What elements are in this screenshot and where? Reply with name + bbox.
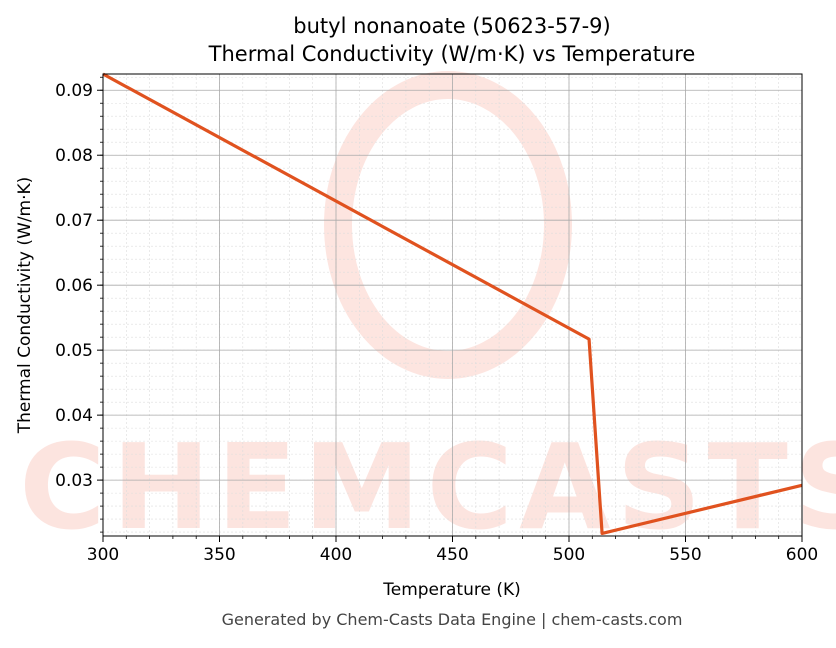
x-tick-label: 350 [203, 545, 235, 565]
x-tick-label: 550 [669, 545, 701, 565]
chart-title: butyl nonanoate (50623-57-9) [293, 14, 610, 38]
x-tick-label: 300 [87, 545, 119, 565]
footer-credit: Generated by Chem-Casts Data Engine | ch… [222, 610, 683, 629]
chart-subtitle: Thermal Conductivity (W/m·K) vs Temperat… [208, 42, 696, 66]
x-axis-label: Temperature (K) [382, 580, 521, 600]
x-tick-label: 450 [436, 545, 468, 565]
y-tick-label: 0.09 [55, 81, 93, 101]
y-tick-label: 0.03 [55, 471, 93, 491]
x-tick-label: 600 [786, 545, 818, 565]
watermark-ring [338, 85, 558, 365]
y-tick-label: 0.08 [55, 146, 93, 166]
x-tick-label: 400 [320, 545, 352, 565]
y-axis-label: Thermal Conductivity (W/m·K) [15, 177, 35, 435]
y-tick-label: 0.05 [55, 341, 93, 361]
y-tick-label: 0.07 [55, 211, 93, 231]
y-tick-label: 0.06 [55, 276, 93, 296]
x-tick-label: 500 [553, 545, 585, 565]
watermark-text: CHEMCASTS [19, 418, 836, 556]
watermark-logo: CHEMCASTS [19, 85, 836, 556]
y-tick-label: 0.04 [55, 406, 93, 426]
